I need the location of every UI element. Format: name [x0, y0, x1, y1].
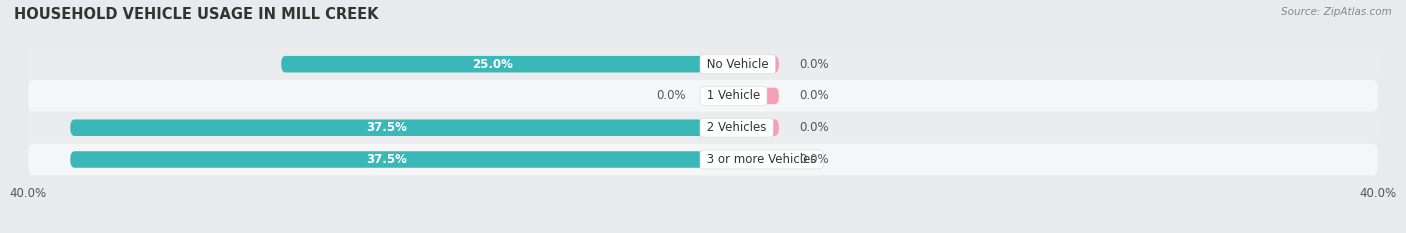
Text: 0.0%: 0.0%: [799, 121, 828, 134]
Text: Source: ZipAtlas.com: Source: ZipAtlas.com: [1281, 7, 1392, 17]
FancyBboxPatch shape: [28, 48, 1378, 80]
Text: HOUSEHOLD VEHICLE USAGE IN MILL CREEK: HOUSEHOLD VEHICLE USAGE IN MILL CREEK: [14, 7, 378, 22]
Text: 37.5%: 37.5%: [366, 121, 408, 134]
FancyBboxPatch shape: [703, 120, 779, 136]
FancyBboxPatch shape: [703, 56, 779, 72]
FancyBboxPatch shape: [703, 151, 779, 168]
Text: 0.0%: 0.0%: [657, 89, 686, 103]
Text: 0.0%: 0.0%: [799, 89, 828, 103]
FancyBboxPatch shape: [70, 151, 703, 168]
Text: 25.0%: 25.0%: [471, 58, 513, 71]
FancyBboxPatch shape: [703, 88, 779, 104]
Text: 2 Vehicles: 2 Vehicles: [703, 121, 770, 134]
FancyBboxPatch shape: [28, 112, 1378, 144]
FancyBboxPatch shape: [28, 144, 1378, 175]
Text: 3 or more Vehicles: 3 or more Vehicles: [703, 153, 820, 166]
Text: 0.0%: 0.0%: [799, 153, 828, 166]
Text: 0.0%: 0.0%: [799, 58, 828, 71]
FancyBboxPatch shape: [281, 56, 703, 72]
FancyBboxPatch shape: [70, 120, 703, 136]
Text: 37.5%: 37.5%: [366, 153, 408, 166]
Text: 1 Vehicle: 1 Vehicle: [703, 89, 763, 103]
Text: No Vehicle: No Vehicle: [703, 58, 772, 71]
FancyBboxPatch shape: [28, 80, 1378, 112]
